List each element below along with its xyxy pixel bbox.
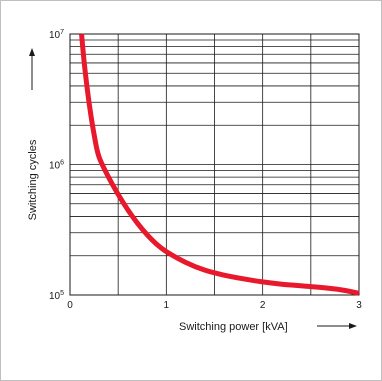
x-tick-label: 2 [260,300,266,311]
x-axis-arrow-head [349,323,357,329]
y-axis-arrow-head [29,48,35,56]
grid-lines [69,33,360,296]
x-tick-label: 1 [164,300,170,311]
x-axis-label: Switching power [kVA] [179,321,288,333]
y-tick-label: 106 [49,160,64,172]
switching-cycles-curve [79,33,360,296]
y-axis-label: Switching cycles [27,139,39,220]
y-tick-label: 107 [49,29,64,41]
y-tick-label: 105 [49,290,64,302]
y-tick-exponent: 5 [60,290,64,297]
x-tick-label: 3 [356,300,362,311]
plot-border [69,33,360,296]
y-tick-exponent: 6 [60,160,64,167]
x-tick-label: 0 [67,300,73,311]
y-tick-exponent: 7 [60,29,64,36]
curve-layer [79,33,360,296]
